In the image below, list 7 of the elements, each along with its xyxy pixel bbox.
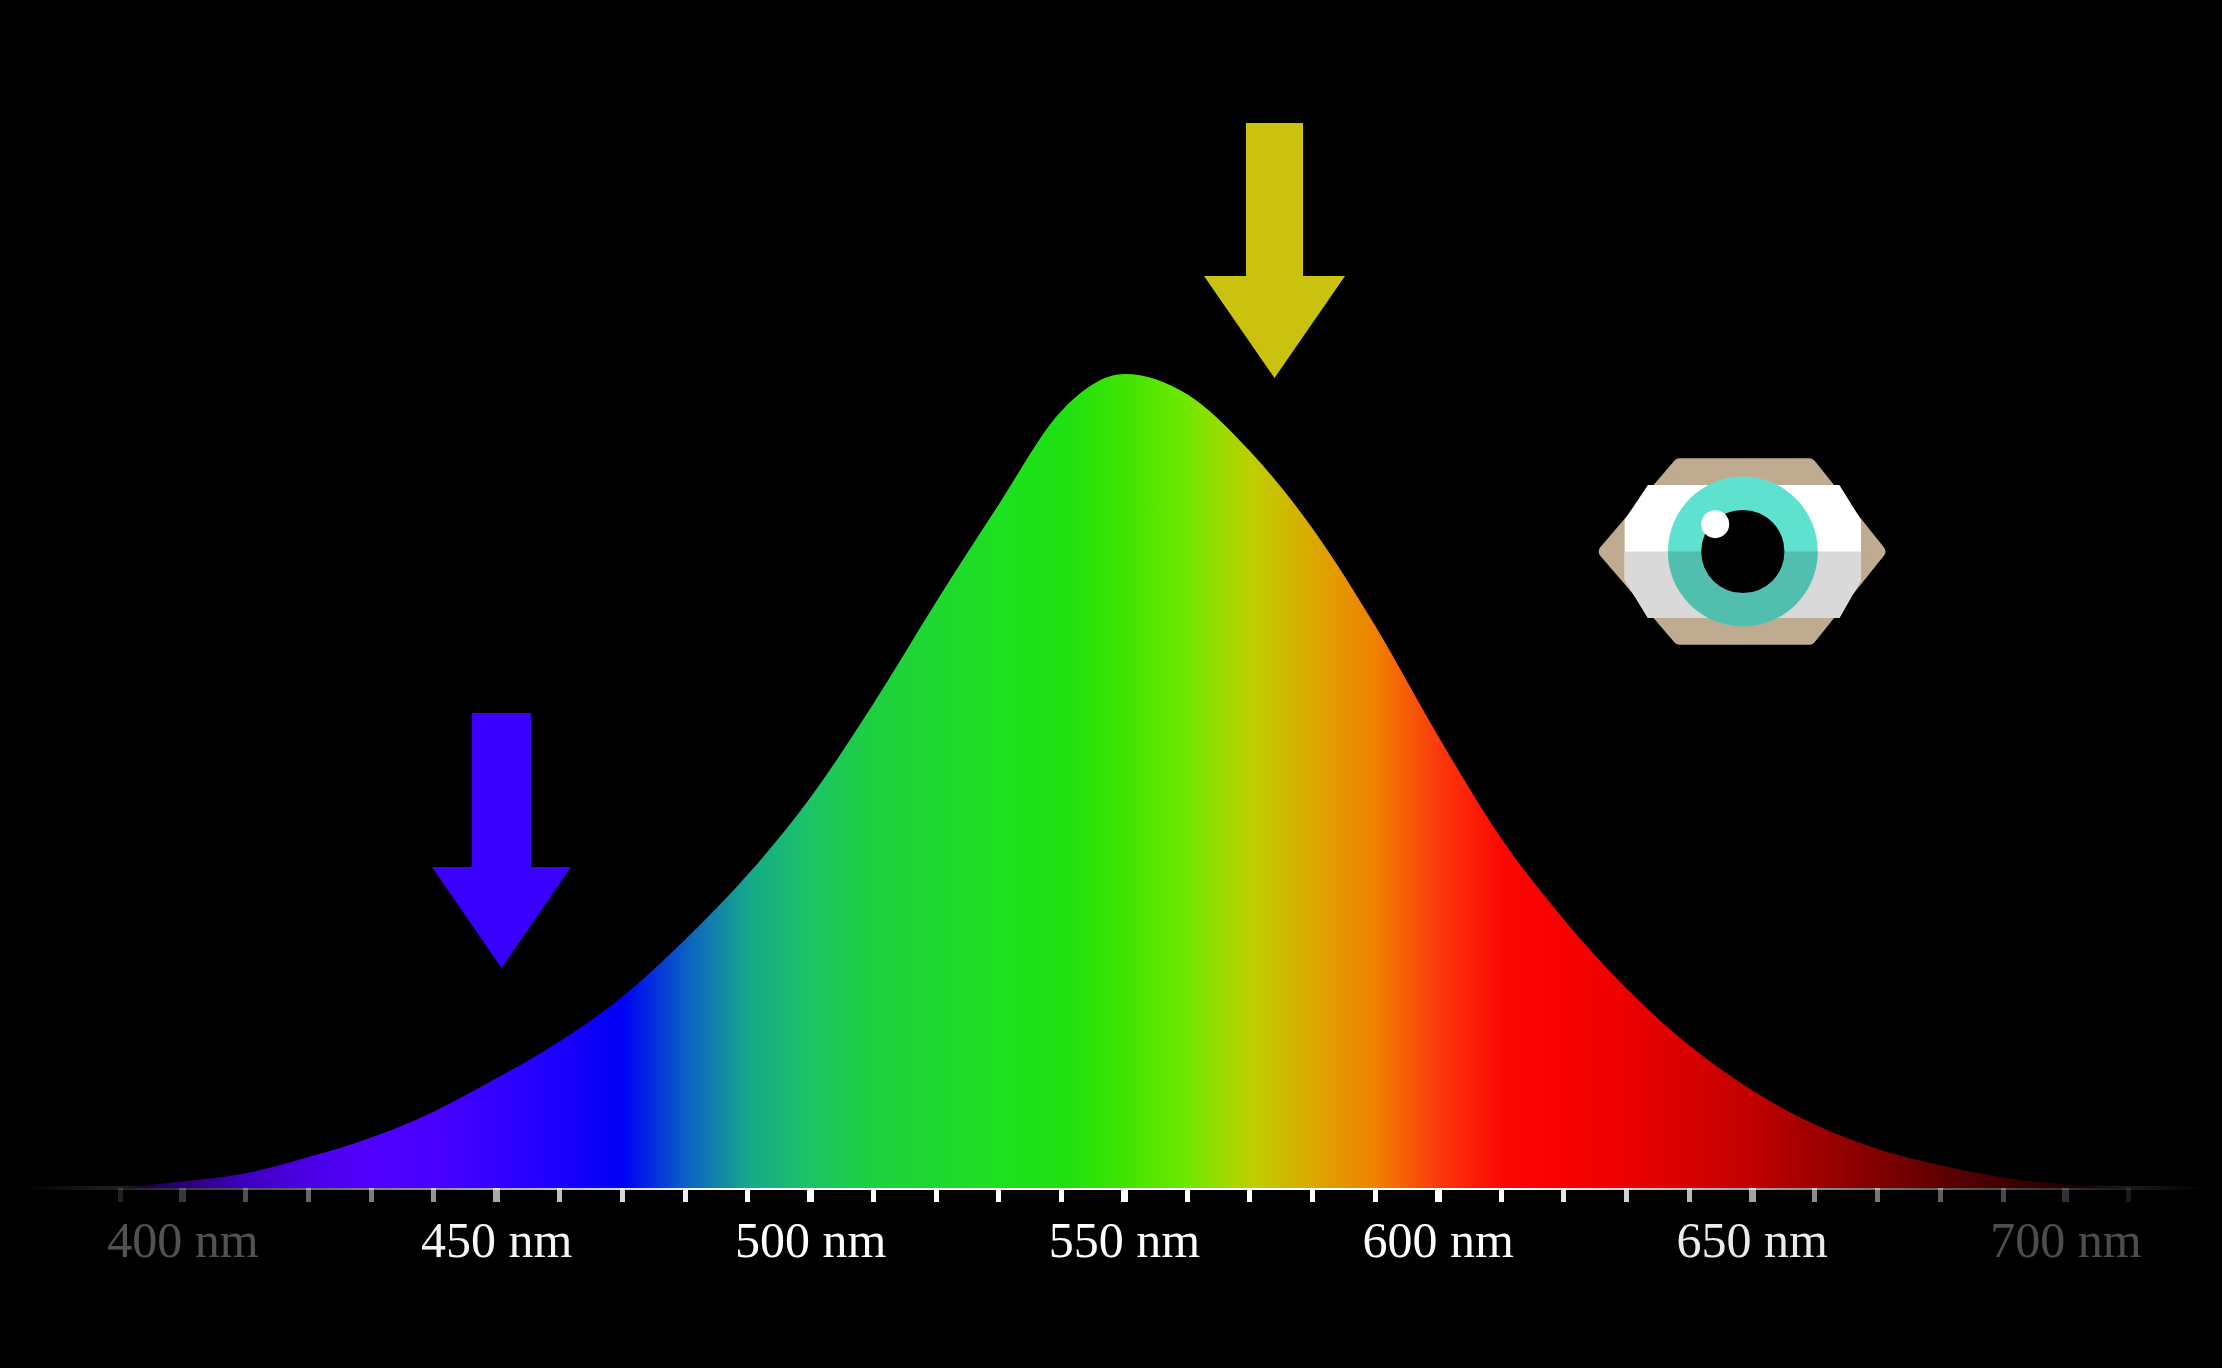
x-tick-label: 650 nm	[1676, 1212, 1828, 1269]
x-tick-label: 700 nm	[1990, 1212, 2142, 1269]
x-tick-label: 600 nm	[1362, 1212, 1515, 1269]
x-tick-label: 400 nm	[107, 1212, 259, 1269]
x-tick-label: 450 nm	[421, 1212, 573, 1269]
x-tick-label: 500 nm	[734, 1212, 887, 1269]
x-tick-label: 550 nm	[1048, 1212, 1201, 1269]
